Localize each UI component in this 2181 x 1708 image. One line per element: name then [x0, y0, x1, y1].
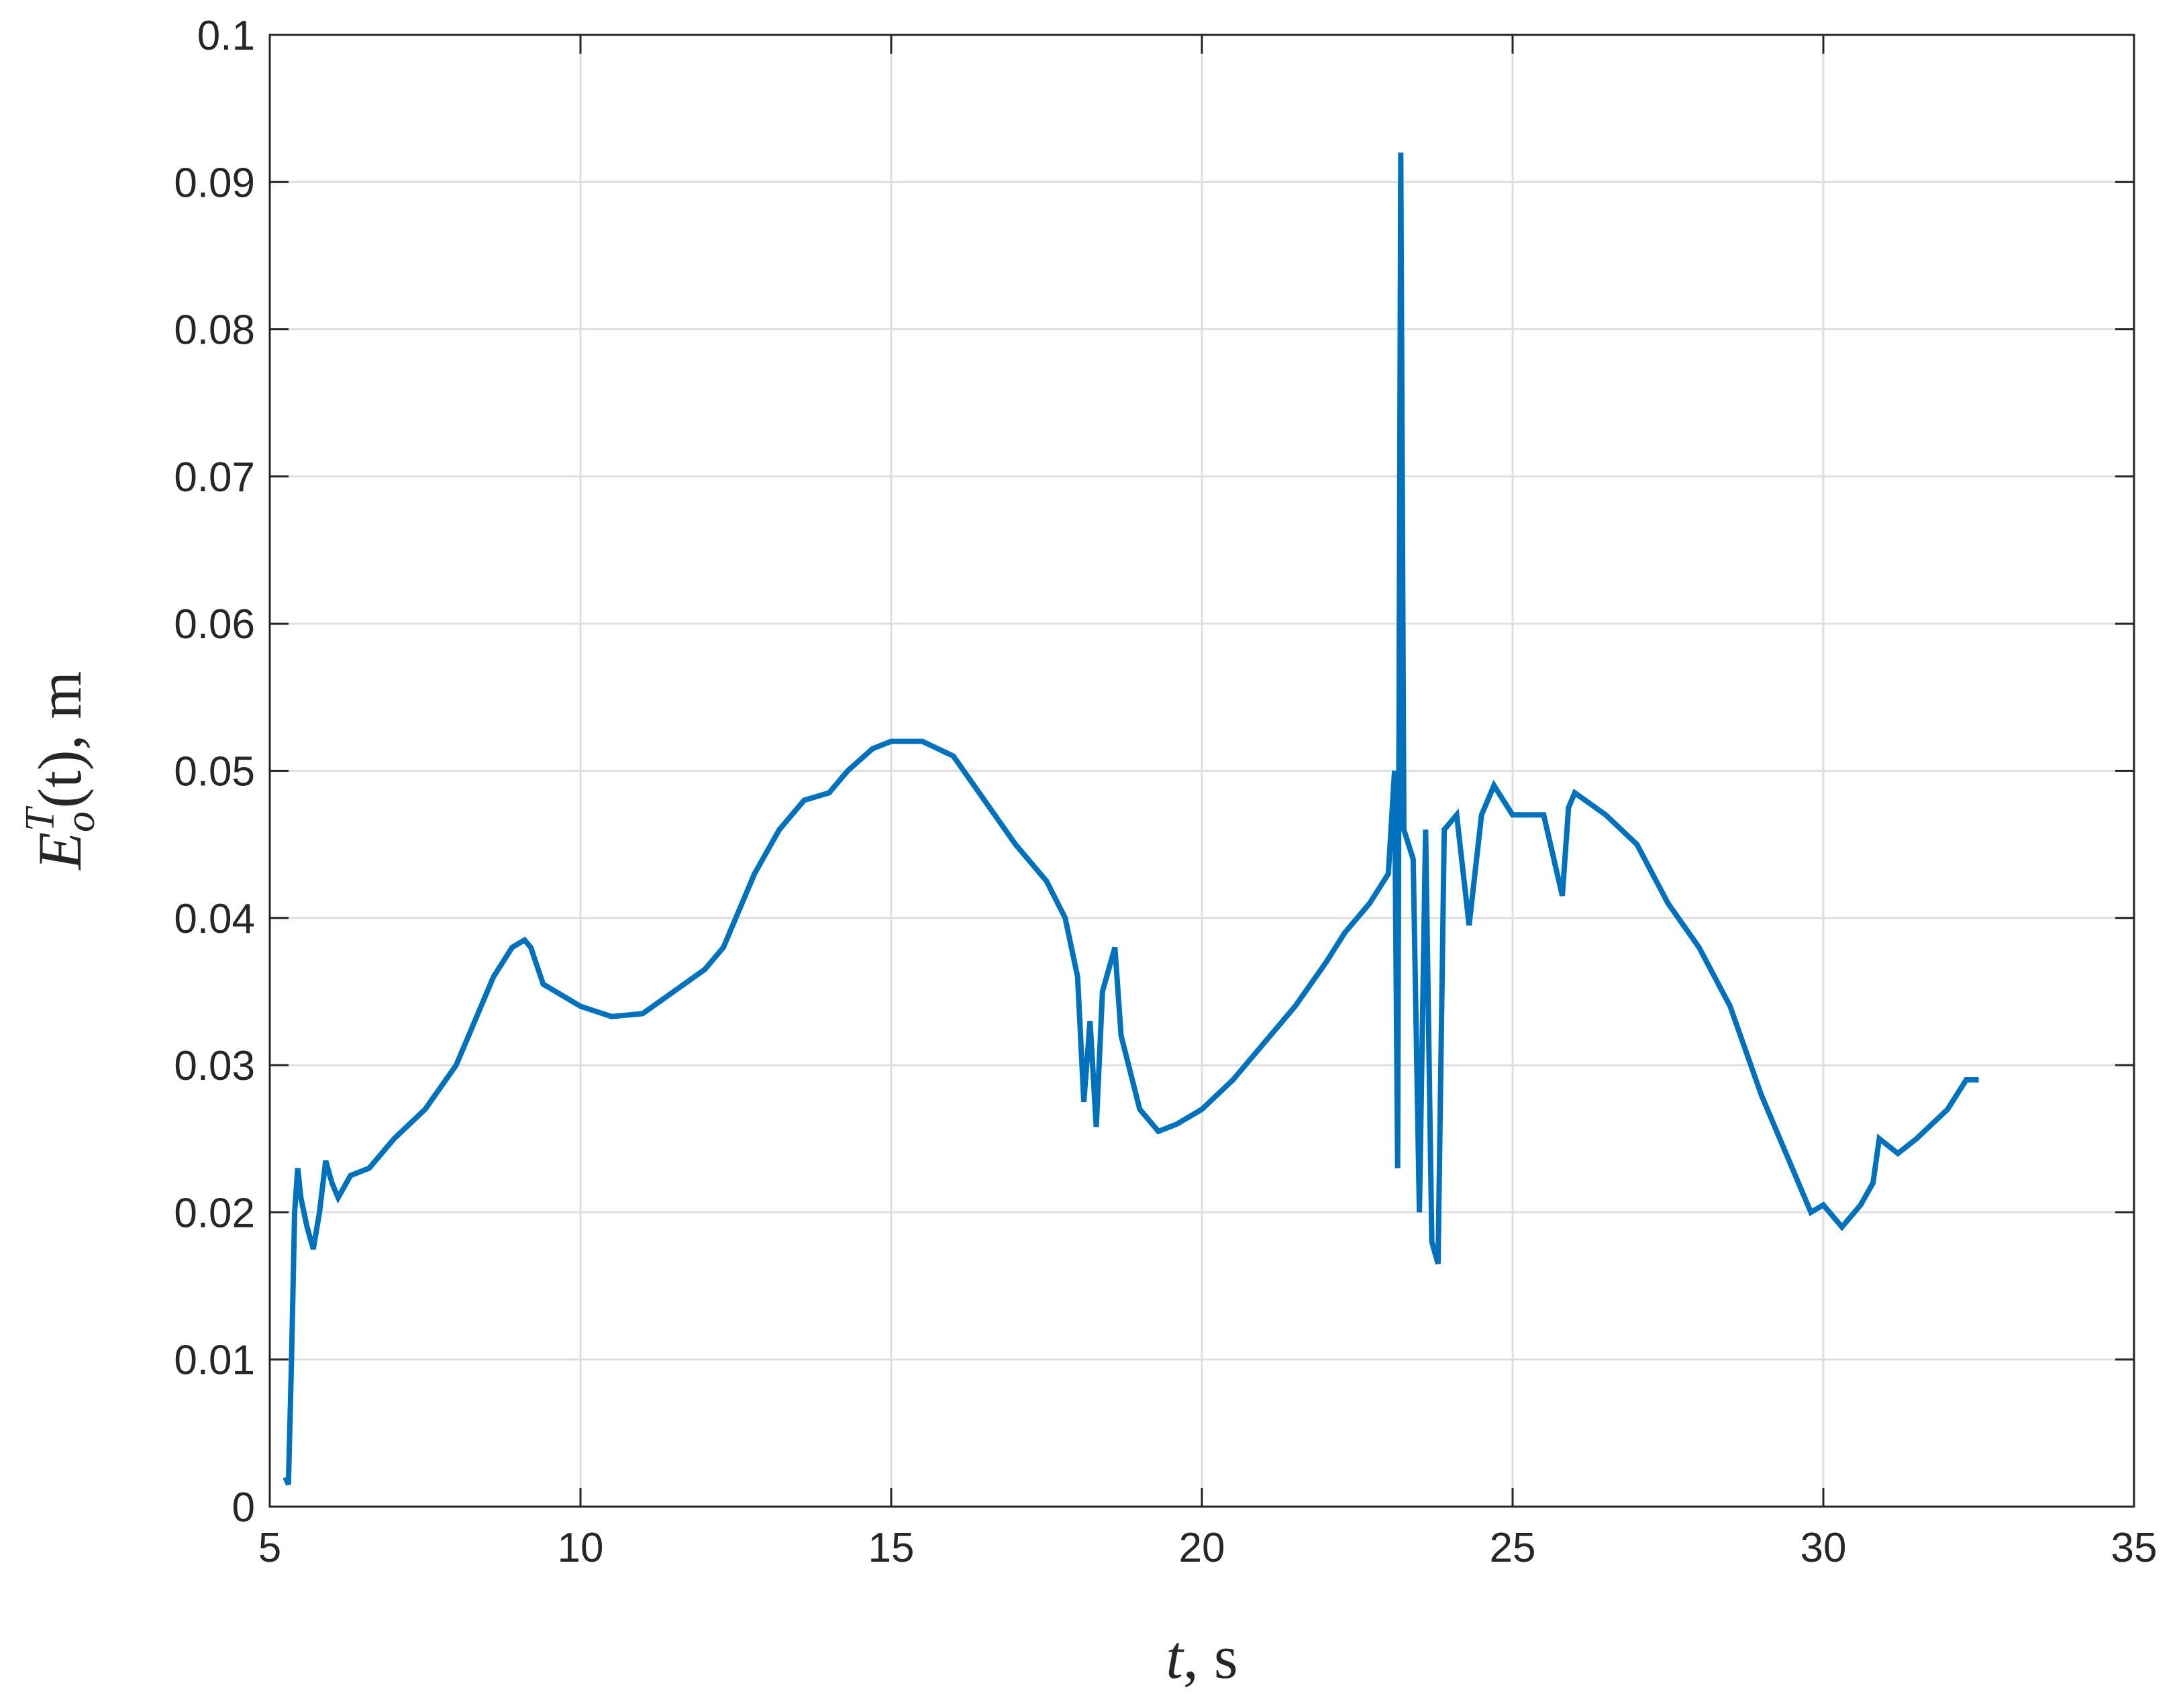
y-tick-label: 0.02	[174, 1190, 255, 1236]
x-tick-label: 15	[868, 1525, 915, 1571]
y-label-rest: (t), m	[26, 671, 94, 808]
axes-box	[268, 34, 2135, 1508]
data-line	[283, 152, 1979, 1486]
y-tick-label: 0.09	[174, 160, 255, 206]
x-tick-label: 30	[1800, 1525, 1847, 1571]
x-tick-label: 20	[1179, 1525, 1225, 1571]
y-tick-label: 0.1	[197, 13, 255, 59]
y-label-sub: o	[58, 811, 103, 832]
x-label-var: t	[1166, 1623, 1184, 1691]
y-tick-label: 0.07	[174, 454, 255, 501]
x-tick-label: 25	[1490, 1525, 1536, 1571]
x-label-rest: , s	[1183, 1623, 1238, 1691]
y-label-base: E	[26, 832, 94, 871]
y-tick-label: 0.05	[174, 749, 255, 795]
y-tick-label: 0.04	[174, 896, 255, 942]
x-axis-label: t, s	[1166, 1623, 1237, 1691]
y-label-sup: T	[17, 805, 63, 832]
x-tick-label: 35	[2111, 1525, 2158, 1571]
y-tick-label: 0.06	[174, 601, 255, 648]
y-tick-label: 0.03	[174, 1043, 255, 1089]
y-tick-label: 0.01	[174, 1338, 255, 1384]
x-tick-label: 10	[558, 1525, 604, 1571]
x-tick-label: 5	[258, 1525, 281, 1571]
y-tick-label: 0	[232, 1485, 255, 1531]
y-tick-label: 0.08	[174, 307, 255, 354]
y-axis-label: EoT(t), m	[17, 671, 103, 871]
